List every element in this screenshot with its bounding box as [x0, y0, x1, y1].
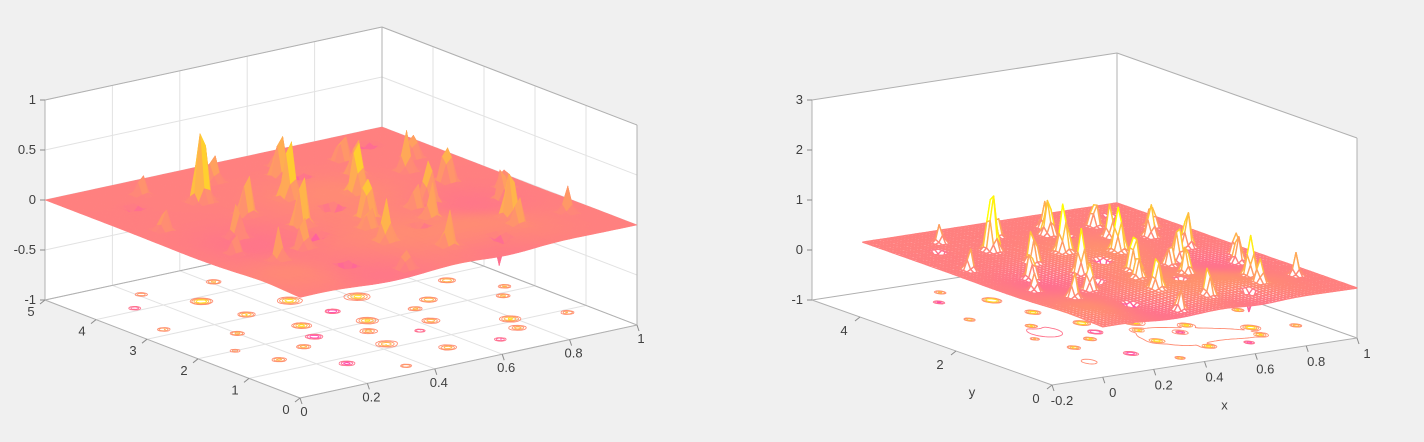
- z-tick-label: 3: [796, 92, 803, 107]
- x-tick-label: 0.2: [1155, 377, 1173, 392]
- y-tick-label: 4: [840, 323, 847, 338]
- x-tick-label: 0.8: [1307, 354, 1325, 369]
- x-tick-label: 0.4: [430, 375, 448, 390]
- y-tick-label: 2: [936, 357, 943, 372]
- x-axis-label: x: [1221, 398, 1228, 413]
- x-tick-label: 1: [637, 331, 644, 346]
- y-tick-label: 0: [282, 402, 289, 417]
- mesh-surface: [862, 195, 1358, 328]
- y-tick-label: 0: [1032, 391, 1039, 406]
- y-tick-label: 5: [27, 304, 34, 319]
- axes-box: [44, 26, 638, 399]
- y-tick-label: 2: [180, 363, 187, 378]
- y-tick-label: 1: [231, 382, 238, 397]
- z-tick-label: 1: [29, 92, 36, 107]
- x-tick-label: 0.6: [497, 360, 515, 375]
- z-tick-label: 1: [796, 192, 803, 207]
- x-tick-label: -0.2: [1051, 393, 1073, 408]
- x-tick-label: 0.4: [1205, 370, 1223, 385]
- x-tick-label: 0.2: [362, 389, 380, 404]
- z-tick-label: 0: [29, 192, 36, 207]
- x-tick-label: 0.6: [1256, 362, 1274, 377]
- right-3d-mesh-plot: -0.2 0 0.2 0.4 0.6 0.8 1 0 2 4 -1 0 1 2 3 x y: [791, 52, 1371, 413]
- x-tick-label: 1: [1363, 346, 1370, 361]
- surface: [44, 126, 638, 298]
- z-tick-label: -1: [24, 292, 36, 307]
- y-axis-label: y: [969, 385, 976, 400]
- x-tick-label: 0.8: [565, 346, 583, 361]
- z-tick-label: -1: [791, 292, 803, 307]
- z-tick-label: 0.5: [18, 142, 36, 157]
- left-3d-surface-plot: 0 0.2 0.4 0.6 0.8 1 0 1 2 3 4 5-1 -0.5 0 0.5 1: [14, 26, 645, 419]
- x-tick-label: 0: [1109, 385, 1116, 400]
- y-tick-label: 4: [78, 324, 85, 339]
- z-tick-label: -0.5: [14, 242, 36, 257]
- z-tick-label: 0: [796, 242, 803, 257]
- tick-labels: 0 0.2 0.4 0.6 0.8 1 0 1 2 3 4 5-1 -0.5 0 0.5 1: [14, 92, 645, 419]
- z-tick-label: 2: [796, 142, 803, 157]
- tick-labels: -0.2 0 0.2 0.4 0.6 0.8 1 0 2 4 -1 0 1 2 3 x y: [791, 92, 1370, 413]
- y-tick-label: 3: [129, 343, 136, 358]
- x-tick-label: 0: [300, 404, 307, 419]
